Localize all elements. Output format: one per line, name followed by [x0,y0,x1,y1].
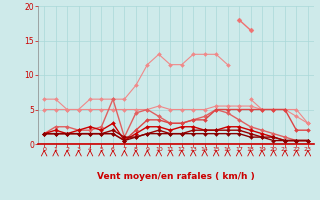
X-axis label: Vent moyen/en rafales ( km/h ): Vent moyen/en rafales ( km/h ) [97,172,255,181]
